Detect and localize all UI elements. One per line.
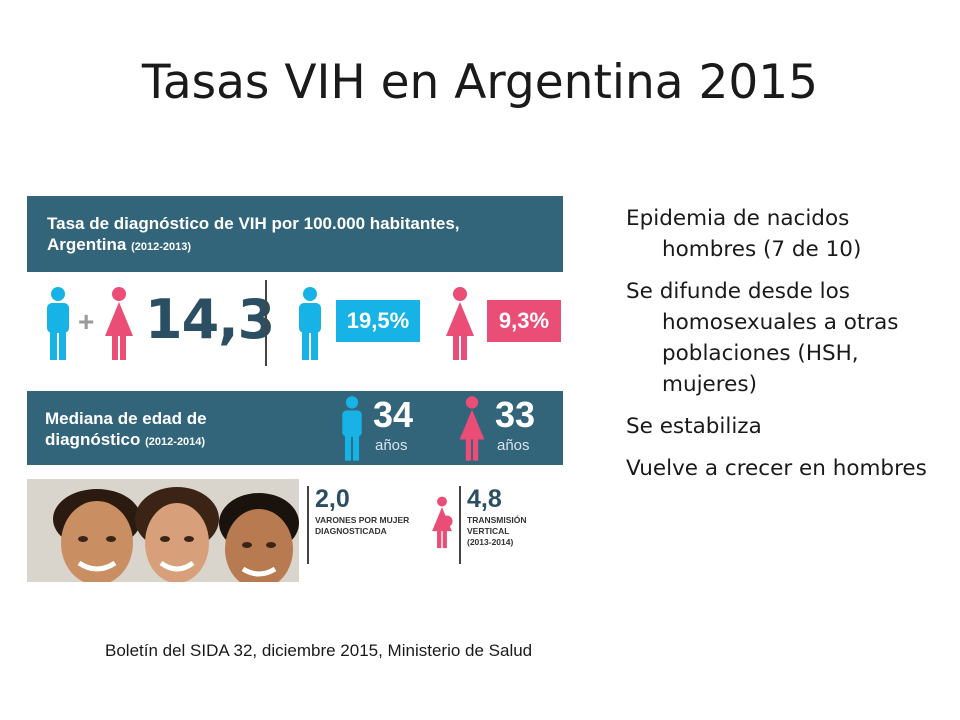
diagnosis-rate-title: Tasa de diagnóstico de VIH por 100.000 h… <box>47 214 460 233</box>
female-figure-icon <box>105 287 133 360</box>
male-figure-icon <box>299 287 321 360</box>
people-photo <box>27 479 299 582</box>
diagnosis-rate-stats: + 14,3 19,5% 9,3% <box>27 280 563 368</box>
three-young-people-image <box>27 479 299 582</box>
bullet-item: Vuelve a crecer en hombres <box>626 456 927 481</box>
diagnosis-rate-header: Tasa de diagnóstico de VIH por 100.000 h… <box>27 196 563 272</box>
ratio-bracket <box>307 486 313 564</box>
bullet-list: Epidemia de nacidos hombres (7 de 10) Se… <box>626 203 946 495</box>
bullet-item: Se estabiliza <box>626 414 762 439</box>
male-median-age: 34 <box>373 394 414 435</box>
bullet-item: Epidemia de nacidos hombres (7 de 10) <box>626 206 862 262</box>
ratio-stat: 2,0 VARONES POR MUJER DIAGNOSTICADA <box>315 486 425 537</box>
female-figure-icon <box>459 396 485 461</box>
median-age-title: Mediana de edad de <box>45 409 207 428</box>
female-figure-icon <box>446 287 474 360</box>
diagnosis-rate-period: (2012-2013) <box>131 241 192 253</box>
hiv-infographic: Tasa de diagnóstico de VIH por 100.000 h… <box>27 196 563 582</box>
vertical-transmission-stat: 4,8 TRANSMISIÓN VERTICAL (2013-2014) <box>467 486 562 548</box>
diagnosis-rate-country: Argentina <box>47 235 127 254</box>
female-rate-badge: 9,3% <box>487 300 561 342</box>
male-figure-icon <box>342 396 362 461</box>
vertical-value: 4,8 <box>467 485 502 513</box>
ratio-value: 2,0 <box>315 485 350 513</box>
median-age-band: Mediana de edad de diagnóstico (2012-201… <box>27 391 563 465</box>
vertical-label: TRANSMISIÓN VERTICAL <box>467 515 527 536</box>
male-age-unit: años <box>375 437 408 454</box>
bullet-item: Se difunde desde los homosexuales a otra… <box>626 279 899 397</box>
rates-divider <box>265 280 267 366</box>
total-rate-value: 14,3 <box>145 288 275 351</box>
female-age-unit: años <box>497 437 530 454</box>
female-median-age: 33 <box>495 394 536 435</box>
source-citation: Boletín del SIDA 32, diciembre 2015, Min… <box>105 641 533 660</box>
slide-title: Tasas VIH en Argentina 2015 <box>141 55 819 110</box>
plus-icon: + <box>78 306 95 337</box>
ratio-label: VARONES POR MUJER DIAGNOSTICADA <box>315 515 410 536</box>
median-age-subtitle: diagnóstico <box>45 430 141 449</box>
pregnant-woman-icon <box>432 496 453 549</box>
median-age-period: (2012-2014) <box>145 436 206 448</box>
vertical-bracket <box>459 486 465 564</box>
male-figure-icon <box>47 287 69 360</box>
male-rate-badge: 19,5% <box>336 300 420 342</box>
vertical-period: (2013-2014) <box>467 537 514 547</box>
